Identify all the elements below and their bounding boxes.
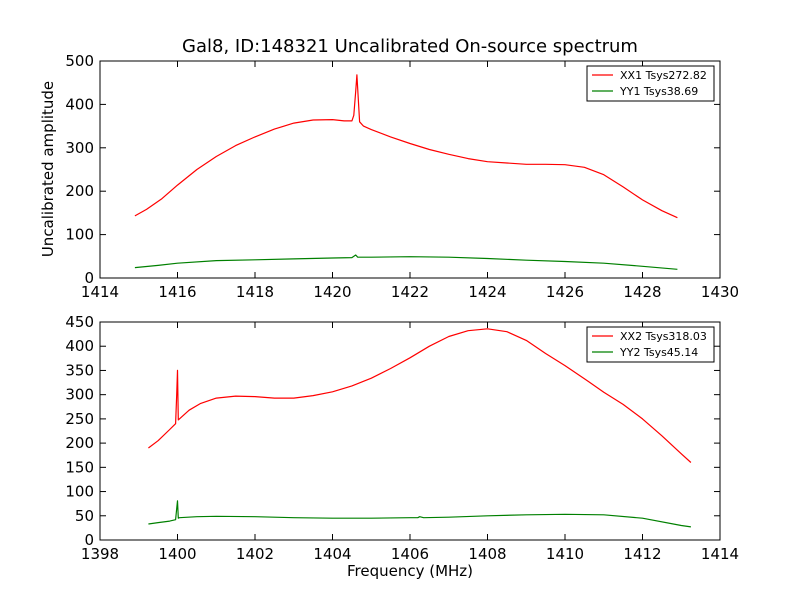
series-line-xx-top [134, 74, 678, 219]
x-tick-label-bottom: 1398 [81, 545, 119, 563]
panel-bottom: 1398 1400 1402 1404 1406 1408 1410 1412 1414 0 50 1… [65, 313, 739, 563]
y-tick-label-bottom: 350 [65, 361, 94, 379]
y-tick-label-bottom: 250 [65, 410, 94, 428]
x-tick-label-bottom: 1412 [623, 545, 661, 563]
series-line-xx-bottom [148, 328, 692, 463]
series-line-yy-bottom [148, 500, 691, 528]
y-tick-label-bottom: 100 [65, 483, 94, 501]
y-tick-label-top: 500 [65, 52, 94, 70]
y-tick-label-bottom: 0 [84, 531, 94, 549]
legend-label-yy-top: YY1 Tsys38.69 [619, 85, 698, 98]
legend-bottom: XX2 Tsys318.03 YY2 Tsys45.14 [586, 326, 715, 363]
x-tick-label-bottom: 1410 [546, 545, 584, 563]
x-tick-label-top: 1416 [158, 283, 196, 301]
legend-label-xx-bottom: XX2 Tsys318.03 [620, 330, 707, 343]
plot-panels: 1414 1416 1418 1420 1422 1424 1426 1428 1430 0 100… [65, 52, 739, 563]
y-tick-label-top: 400 [65, 95, 94, 113]
x-tick-label-top: 1424 [468, 283, 506, 301]
legend-box-top [586, 65, 715, 102]
x-axis-label: Frequency (MHz) [347, 562, 473, 580]
y-tick-label-bottom: 50 [75, 507, 94, 525]
x-tick-label-bottom: 1414 [701, 545, 739, 563]
legend-box-bottom [586, 326, 715, 363]
y-axis-label: Uncalibrated amplitude [39, 81, 57, 257]
legend-label-yy-bottom: YY2 Tsys45.14 [619, 346, 698, 359]
x-tick-label-top: 1414 [81, 283, 119, 301]
x-tick-label-top: 1418 [236, 283, 274, 301]
chart-title: Gal8, ID:148321 Uncalibrated On-source s… [182, 36, 638, 57]
y-tick-label-bottom: 450 [65, 313, 94, 331]
x-tick-label-bottom: 1404 [313, 545, 351, 563]
y-tick-label-bottom: 300 [65, 386, 94, 404]
x-tick-label-bottom: 1408 [468, 545, 506, 563]
x-tick-label-top: 1430 [701, 283, 739, 301]
x-tick-label-bottom: 1402 [236, 545, 274, 563]
y-tick-label-top: 0 [84, 269, 94, 287]
y-tick-label-top: 300 [65, 139, 94, 157]
y-tick-label-top: 200 [65, 182, 94, 200]
x-tick-label-bottom: 1406 [391, 545, 429, 563]
x-tick-label-top: 1426 [546, 283, 584, 301]
y-tick-label-top: 100 [65, 226, 94, 244]
x-tick-label-top: 1422 [391, 283, 429, 301]
panel-top: 1414 1416 1418 1420 1422 1424 1426 1428 1430 0 100… [65, 52, 739, 301]
x-tick-label-top: 1428 [623, 283, 661, 301]
y-tick-label-bottom: 150 [65, 458, 94, 476]
y-tick-label-bottom: 400 [65, 337, 94, 355]
series-line-yy-top [134, 254, 678, 270]
y-tick-label-bottom: 200 [65, 434, 94, 452]
x-tick-label-top: 1420 [313, 283, 351, 301]
x-tick-label-bottom: 1400 [158, 545, 196, 563]
legend-top: XX1 Tsys272.82 YY1 Tsys38.69 [586, 65, 715, 102]
legend-label-xx-top: XX1 Tsys272.82 [620, 69, 707, 82]
